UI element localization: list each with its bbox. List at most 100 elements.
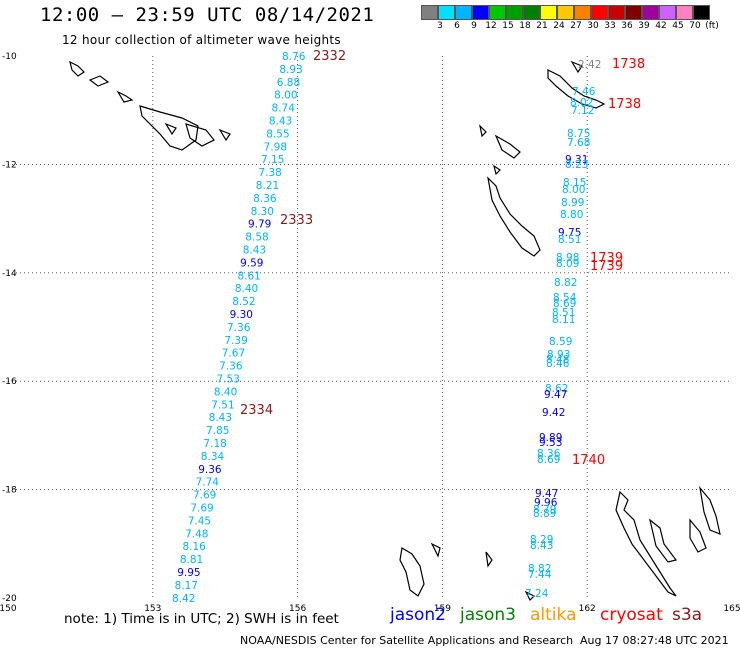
coastline <box>570 60 583 74</box>
swh-value: 8.80 <box>560 209 583 221</box>
lon-label: 162 <box>579 604 596 614</box>
colorbar-swatch <box>591 5 608 20</box>
colorbar-swatch <box>523 5 540 20</box>
coastline <box>479 124 487 138</box>
coastline <box>487 176 541 257</box>
swh-value: 8.89 <box>533 508 556 520</box>
colorbar-label: 21 <box>536 21 548 31</box>
orbit-time-label: 2333 <box>280 213 313 228</box>
swh-value: 7.15 <box>261 154 284 166</box>
colorbar-label: 45 <box>672 21 684 31</box>
swh-value: 8.46 <box>546 358 570 370</box>
coastline <box>494 134 521 159</box>
colorbar-label: 3 <box>437 21 443 31</box>
swh-value: 8.40 <box>214 386 237 398</box>
swh-value: 8.52 <box>232 296 255 308</box>
swh-value: 8.29 <box>530 534 553 546</box>
colorbar-swatch <box>676 5 693 20</box>
swh-value: 8.15 <box>563 177 586 189</box>
lat-label: -20 <box>2 594 17 604</box>
generated-timestamp: Aug 17 08:27:48 UTC 2021 <box>580 634 729 647</box>
swh-value: 9.79 <box>248 219 271 231</box>
coastline <box>69 60 85 77</box>
swh-value: 7.51 <box>211 399 234 411</box>
colorbar-swatch <box>472 5 489 20</box>
swh-value: 8.76 <box>282 51 306 63</box>
lon-label: 153 <box>144 604 161 614</box>
swh-value: 8.81 <box>180 554 203 566</box>
lon-label: 165 <box>723 604 740 614</box>
lat-label: -12 <box>2 160 17 170</box>
swh-value: 8.17 <box>175 580 198 592</box>
colorbar-swatch <box>489 5 506 20</box>
colorbar-label: 39 <box>638 21 650 31</box>
colorbar-label: 70 <box>689 21 701 31</box>
orbit-time-label: 2332 <box>313 49 346 64</box>
footer-note: note: 1) Time is in UTC; 2) SWH is in fe… <box>64 611 339 627</box>
track-west: 8.768.936.888.008.748.438.557.987.157.38… <box>172 51 306 605</box>
swh-value: 8.98 <box>556 252 579 264</box>
swh-value: 8.34 <box>201 451 225 463</box>
swh-value: 8.59 <box>549 336 572 348</box>
swh-value: 8.93 <box>279 64 302 76</box>
swh-value: 7.36 <box>227 322 251 334</box>
colorbar-label: 12 <box>485 21 497 31</box>
swh-value: 8.82 <box>554 277 577 289</box>
swh-value: 7.12 <box>571 105 594 117</box>
orbit-time-label: 1739 <box>590 251 623 266</box>
swh-value: 8.40 <box>235 283 258 295</box>
swh-value: 8.48 <box>546 354 569 366</box>
swh-value: 8.00 <box>274 90 297 102</box>
swh-value: 9.36 <box>198 464 222 476</box>
swh-value: 8.82 <box>528 563 551 575</box>
colorbar-label: 33 <box>604 21 616 31</box>
colorbar-label: 15 <box>502 21 514 31</box>
swh-value: 9.47 <box>544 389 567 401</box>
swh-value: 7.48 <box>185 528 208 540</box>
colorbar-swatch <box>574 5 591 20</box>
coastline <box>699 485 721 535</box>
swh-value: 8.43 <box>530 540 553 552</box>
colorbar-swatch <box>421 5 438 20</box>
swh-value: 8.43 <box>243 245 266 257</box>
swh-value: 8.55 <box>266 128 289 140</box>
colorbar-label: 27 <box>570 21 582 31</box>
coastline <box>493 164 501 176</box>
swh-value: 8.93 <box>547 349 570 361</box>
satellite-s3a: s3a <box>672 605 703 625</box>
swh-value: 9.95 <box>177 567 200 579</box>
swh-value: 8.11 <box>552 314 575 326</box>
colorbar-swatch <box>506 5 523 20</box>
lon-label: 159 <box>434 604 451 614</box>
swh-value: 9.31 <box>565 154 588 166</box>
swh-value: 7.85 <box>206 425 229 437</box>
coastline <box>430 542 441 558</box>
coastline <box>649 518 678 563</box>
lon-label: 156 <box>289 604 306 614</box>
swh-value: 9.89 <box>539 432 562 444</box>
axis-labels: 150 153 156 159 162 165 -10 -12 -14 -16 -18 -20 <box>0 52 740 614</box>
lat-label: -18 <box>2 486 17 496</box>
coastline <box>218 128 231 142</box>
swh-value: 6.88 <box>277 77 300 89</box>
swh-value: 9.53 <box>539 437 562 449</box>
satellite-altika: altika <box>530 605 577 625</box>
colorbar-swatch <box>438 5 455 20</box>
swh-value: 8.62 <box>545 383 568 395</box>
colorbar-swatch <box>608 5 625 20</box>
swh-value: 7.69 <box>193 490 216 502</box>
coastline <box>164 122 177 136</box>
swh-value: 8.54 <box>553 292 577 304</box>
track-east: 2.42 7.468.027.12 8.757.68 9.318.23 8.158.00… <box>525 59 601 600</box>
swh-value: 7.18 <box>203 438 226 450</box>
credit-text: NOAA/NESDIS Center for Satellite Applica… <box>240 634 574 647</box>
swh-value: 8.43 <box>209 412 232 424</box>
colorbar-label: 42 <box>655 21 667 31</box>
colorbar-swatch <box>693 5 710 20</box>
colorbar-label: 9 <box>471 21 477 31</box>
colorbar-label: 30 <box>587 21 599 31</box>
coastline <box>689 518 707 553</box>
swh-value: 7.68 <box>567 137 590 149</box>
swh-value: 8.74 <box>272 103 296 115</box>
